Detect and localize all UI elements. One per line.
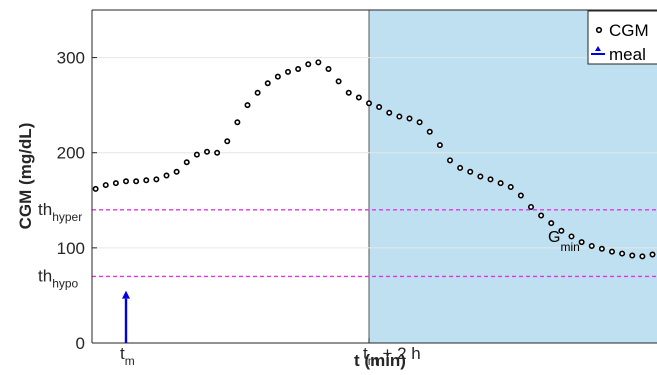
gmin-label: Gmin — [548, 229, 580, 254]
cgm-point — [315, 59, 322, 66]
cgm-point — [355, 94, 362, 101]
cgm-point — [588, 242, 595, 249]
meal-arrowhead — [122, 290, 130, 299]
cgm-point — [517, 192, 524, 199]
cgm-point — [264, 80, 271, 87]
cgm-point — [335, 78, 342, 85]
annotation-layer: Gmin — [122, 229, 580, 343]
cgm-point — [568, 233, 575, 240]
y-tick-label: 0 — [76, 334, 85, 353]
cgm-point — [507, 183, 514, 190]
cgm-point — [487, 176, 494, 183]
cgm-point — [436, 142, 443, 149]
cgm-point — [254, 89, 261, 96]
cgm-point — [467, 168, 474, 175]
cgm-point — [83, 189, 87, 193]
y-tick-label: 200 — [57, 144, 85, 163]
legend-cgm-label: CGM — [609, 21, 649, 40]
cgm-point — [416, 119, 423, 126]
cgm-point — [386, 109, 393, 116]
cgm-point — [244, 102, 251, 109]
cgm-point — [133, 178, 140, 185]
cgm-point — [112, 180, 119, 187]
cgm-point — [234, 119, 241, 126]
x-tick-label: tm + 2 h — [363, 344, 421, 368]
cgm-point — [153, 176, 160, 183]
legend-cgm-marker — [595, 26, 603, 34]
x-axis-title: t (min) — [354, 351, 406, 370]
cgm-point — [183, 159, 190, 166]
cgm-point — [274, 73, 281, 80]
cgm-point — [325, 65, 332, 72]
cgm-point — [598, 245, 605, 252]
cgm-point — [558, 227, 565, 234]
cgm-point — [477, 173, 484, 180]
cgm-point — [649, 251, 656, 258]
legend-meal-label: meal — [609, 45, 646, 64]
cgm-point — [163, 172, 170, 179]
cgm-point — [102, 182, 109, 189]
cgm-point — [73, 186, 77, 190]
cgm-point — [548, 220, 555, 227]
cgm-point — [123, 178, 130, 185]
cgm-point — [527, 203, 534, 210]
cgm-point — [365, 100, 372, 107]
cgm-point — [224, 138, 231, 145]
cgm-point — [345, 89, 352, 96]
cgm-points-layer — [73, 59, 656, 260]
threshold-label-hypo: thhypo — [38, 266, 79, 290]
cgm-point — [639, 253, 646, 260]
shaded-interval-layer — [368, 10, 657, 343]
cgm-point — [295, 65, 302, 72]
cgm-point — [376, 104, 383, 111]
cgm-point — [214, 149, 221, 156]
cgm-point — [396, 113, 403, 120]
axes-layer — [91, 9, 657, 344]
cgm-point — [193, 151, 200, 158]
legend: CGM meal — [587, 10, 657, 65]
cgm-point — [457, 164, 464, 171]
cgm-point — [284, 68, 291, 75]
cgm-point — [305, 61, 312, 68]
cgm-point — [619, 250, 626, 257]
legend-meal-arrowhead — [595, 46, 601, 51]
cgm-point — [538, 212, 545, 219]
threshold-label-hyper: thhyper — [38, 200, 82, 224]
cgm-point — [426, 128, 433, 135]
cgm-point — [629, 252, 636, 259]
cgm-point — [92, 185, 99, 192]
threshold-layer — [92, 209, 657, 278]
cgm-point — [446, 157, 453, 164]
shaded-interval — [368, 10, 657, 343]
legend-box — [587, 10, 657, 65]
y-tick-label: 100 — [57, 239, 85, 258]
cgm-point — [608, 248, 615, 255]
x-tick-label: tm — [120, 344, 135, 368]
cgm-point — [578, 239, 585, 246]
cgm-point — [204, 148, 211, 155]
cgm-point — [143, 177, 150, 184]
cgm-point — [497, 180, 504, 187]
cgm-point — [406, 115, 413, 122]
grid-layer — [92, 57, 657, 249]
cgm-point — [173, 168, 180, 175]
y-tick-label: 300 — [57, 49, 85, 68]
y-axis-title: CGM (mg/dL) — [16, 123, 35, 230]
